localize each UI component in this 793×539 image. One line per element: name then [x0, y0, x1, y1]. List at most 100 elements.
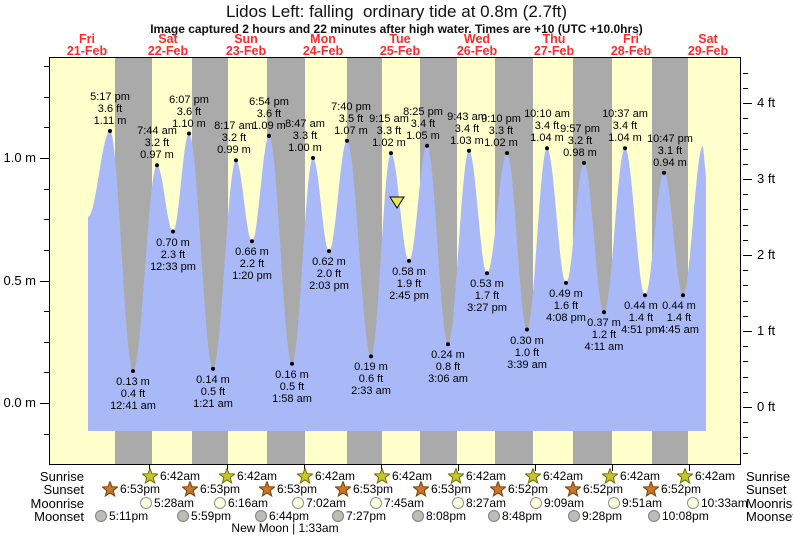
tide-annotation-line: 0.94 m [653, 156, 687, 169]
tide-extreme-dot [582, 160, 586, 165]
astro-row-label-left-moonset: Moonset [34, 509, 84, 524]
tide-annotation-line: 4:51 pm [621, 324, 661, 337]
sunrise-star-icon [525, 467, 541, 484]
tide-annotation-line: 0.8 ft [435, 361, 461, 374]
day-label: Thu 27-Feb [514, 32, 594, 57]
y-axis-left-label: 0.0 m [3, 395, 36, 410]
y-axis-right-tick [743, 301, 748, 302]
moonrise-circle-icon [370, 496, 382, 509]
tide-annotation-line: 0.66 m [235, 246, 269, 259]
day-name: Sun [234, 32, 258, 46]
tide-extreme-dot [602, 310, 606, 315]
sunrise-star-icon [374, 467, 390, 484]
tide-annotation-line: 3:06 am [428, 373, 468, 386]
moonrise-circle-icon [140, 496, 152, 509]
tide-annotation-line: 0.30 m [510, 334, 544, 347]
tide-annotation-line: 0.62 m [312, 256, 346, 269]
moonset-circle-icon [488, 509, 500, 522]
astro-time: 5:11pm [109, 508, 149, 523]
y-axis-right-label: 1 ft [757, 323, 776, 338]
sunset-star-icon [102, 480, 118, 497]
x-axis-tick [535, 465, 536, 471]
y-axis-right-major-tick [743, 179, 752, 180]
tide-annotation-line: 3.4 ft [454, 122, 480, 135]
moonset-entry: 10:08pm [648, 508, 709, 523]
y-axis-right-tick [743, 149, 748, 150]
day-label: Sun 23-Feb [206, 32, 286, 57]
high-tide-annotation: 9:15 am 3.3 ft 1.02 m [351, 113, 427, 149]
day-date: 22-Feb [147, 43, 189, 58]
tide-annotation-line: 3.3 ft [488, 125, 514, 138]
tide-annotation-line: 12:33 pm [150, 260, 196, 273]
tide-annotation-line: 1.09 m [252, 119, 286, 132]
tide-annotation-line: 9:10 pm [481, 113, 521, 126]
plot-frame [49, 57, 741, 465]
tide-annotation-line: 0.44 m [662, 300, 696, 313]
sunrise-entry: 6:42am [602, 467, 660, 484]
day-name: Fri [79, 32, 95, 46]
astro-time: 9:51am [622, 495, 663, 510]
sunrise-star-icon [448, 467, 464, 484]
tide-annotation-line: 1.0 ft [514, 346, 540, 359]
tide-annotation-line: 7:44 am [137, 125, 177, 138]
sunset-star-icon [335, 480, 351, 497]
low-tide-annotation: 0.13 m 0.4 ft 12:41 am [95, 376, 171, 412]
y-axis-left-tick [44, 127, 49, 128]
astro-row-label-left-moonrise: Moonrise [30, 496, 84, 511]
high-tide-annotation: 9:57 pm 3.2 ft 0.98 m [542, 123, 618, 159]
tide-annotation-line: 0.16 m [275, 368, 309, 381]
moonset-entry: 8:48pm [488, 508, 542, 523]
moonset-circle-icon [412, 509, 424, 522]
tide-extreme-dot [187, 131, 191, 136]
sunrise-star-icon [374, 467, 390, 484]
tide-extreme-dot [485, 271, 489, 276]
sunset-entry: 6:53pm [259, 480, 317, 497]
day-name: Fri [623, 32, 639, 46]
tide-annotation-line: 6:54 pm [249, 95, 289, 108]
moonrise-circle-icon [687, 496, 699, 509]
sunrise-star-icon [525, 467, 541, 484]
sunrise-entry: 6:42am [374, 467, 432, 484]
tide-annotation-line: 0.37 m [587, 317, 621, 330]
astro-time: 6:42am [466, 468, 507, 483]
moonset-entry: 5:59pm [177, 508, 231, 523]
high-tide-annotation: 7:40 pm 3.5 ft 1.07 m [313, 101, 389, 137]
tide-extreme-dot [327, 249, 331, 254]
day-date: 29-Feb [687, 43, 729, 58]
low-tide-annotation: 0.70 m 2.3 ft 12:33 pm [135, 237, 211, 273]
y-axis-left-major-tick [40, 158, 49, 159]
sunrise-star-icon [142, 467, 158, 484]
y-axis-right-tick [743, 73, 748, 74]
tide-extreme-dot [467, 148, 471, 153]
moonrise-circle-icon [608, 496, 620, 509]
tide-annotation-line: 2:33 am [351, 385, 391, 398]
astro-time: 6:42am [237, 468, 278, 483]
sunset-entry: 6:52pm [565, 480, 623, 497]
tide-extreme-dot [505, 151, 509, 156]
sunrise-star-icon [602, 467, 618, 484]
y-axis-left-tick [44, 250, 49, 251]
sunrise-star-icon [602, 467, 618, 484]
y-axis-left-tick [44, 311, 49, 312]
sunset-star-icon [259, 480, 275, 497]
low-tide-annotation: 0.49 m 1.6 ft 4:08 pm [528, 288, 604, 324]
tide-annotation-line: 1.00 m [288, 142, 322, 154]
tide-annotation-line: 0.13 m [116, 376, 150, 389]
y-axis-right-major-tick [743, 407, 752, 408]
tide-extreme-dot [171, 229, 175, 234]
y-axis-right-major-tick [743, 331, 752, 332]
high-tide-annotation: 7:44 am 3.2 ft 0.97 m [119, 125, 195, 161]
moonset-entry: 9:28pm [568, 508, 622, 523]
moonset-entry: 8:08pm [412, 508, 466, 523]
astro-time: 9:28pm [582, 508, 623, 523]
moonrise-entry: 10:33am [687, 495, 748, 510]
tide-annotation-line: 0.5 ft [200, 385, 226, 398]
y-axis-right-tick [743, 453, 748, 454]
astro-time: 7:27pm [346, 508, 387, 523]
tide-extreme-dot [267, 133, 271, 138]
day-date: 26-Feb [456, 43, 498, 58]
day-label: Fri 21-Feb [47, 32, 127, 57]
day-name: Wed [463, 32, 491, 46]
low-tide-annotation: 0.16 m 0.5 ft 1:58 am [254, 369, 330, 405]
day-name: Thu [542, 32, 566, 46]
